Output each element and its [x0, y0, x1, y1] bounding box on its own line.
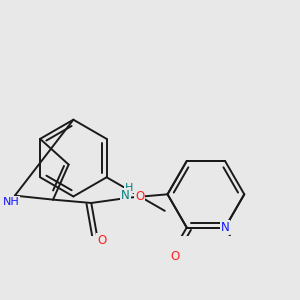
Text: NH: NH	[2, 197, 19, 207]
Text: O: O	[135, 190, 145, 203]
Text: N: N	[121, 189, 130, 202]
Text: O: O	[98, 234, 106, 247]
Text: N: N	[221, 221, 230, 234]
Text: H: H	[125, 182, 134, 193]
Text: O: O	[170, 250, 179, 263]
